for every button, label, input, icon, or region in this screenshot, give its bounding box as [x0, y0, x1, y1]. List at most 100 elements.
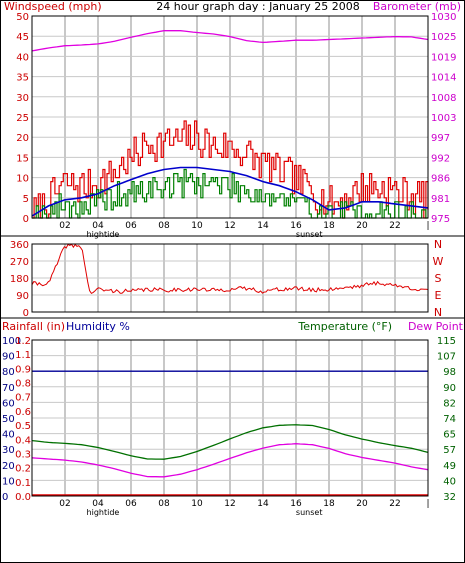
rainfall-tick-label: 0.9 [15, 364, 31, 375]
barometer-tick-label: 1014 [431, 73, 456, 84]
event-label: sunset [296, 230, 323, 239]
x-tick-label: 08 [158, 221, 170, 231]
humidity-tick-label: 50 [2, 414, 15, 425]
x-tick-label: 12 [224, 221, 235, 231]
windspeed-tick-label: 40 [16, 52, 29, 63]
direction-tick-label: 0 [23, 308, 29, 319]
x-tick-label: 22 [389, 499, 400, 509]
x-tick-label: 06 [125, 221, 137, 231]
humidity-tick-label: 80 [2, 367, 15, 378]
dewpoint-axis-title: Dew Point [408, 320, 464, 333]
windspeed-tick-label: 15 [16, 153, 29, 164]
rainfall-tick-label: 0.0 [15, 492, 31, 503]
compass-label: W [433, 255, 444, 268]
rainfall-tick-label: 0.2 [15, 464, 31, 475]
humidity-tick-label: 30 [2, 445, 15, 456]
windspeed-axis-title: Windspeed (mph) [4, 0, 102, 13]
rain-humidity-temperature-panel: 02 04 06 08 10 12 14 16 18 20 22 | hightide sunset 0 10… [2, 336, 456, 517]
humidity-tick-label: 60 [2, 398, 15, 409]
barometer-tick-label: 1030 [431, 12, 456, 23]
rainfall-tick-label: 0.3 [15, 449, 31, 460]
barometer-tick-label: 1019 [431, 52, 456, 63]
temperature-tick-label: 57 [443, 445, 456, 456]
wind-direction-series [31, 243, 429, 295]
temperature-axis-title: Temperature (°F) [297, 320, 392, 333]
temperature-tick-label: 98 [443, 367, 456, 378]
x-tick-label: 18 [323, 499, 335, 509]
compass-label: E [435, 289, 442, 302]
x-tick-label: 16 [290, 221, 302, 231]
compass-label: N [434, 306, 442, 319]
humidity-tick-label: 90 [2, 352, 15, 363]
windspeed-tick-label: 25 [16, 113, 29, 124]
wind-average-series [31, 166, 429, 217]
temperature-tick-label: 32 [443, 492, 456, 503]
barometer-tick-label: 981 [431, 194, 450, 205]
temperature-tick-label: 115 [437, 336, 456, 347]
windspeed-tick-label: 20 [16, 133, 29, 144]
wind-barometer-panel: 02 04 06 08 10 12 14 16 18 20 22 | hightide sunset 0 5 1… [16, 12, 456, 239]
rainfall-axis-title: Rainfall (in) [2, 320, 65, 333]
temperature-tick-label: 107 [437, 352, 456, 363]
barometer-tick-label: 1025 [431, 32, 456, 43]
x-tick-label: 08 [158, 499, 170, 509]
rainfall-tick-label: 0.8 [15, 379, 31, 390]
humidity-tick-label: 0 [2, 492, 8, 503]
x-tick-label-end: | [426, 499, 429, 509]
direction-tick-label: 360 [10, 240, 29, 251]
x-tick-label: 12 [224, 499, 235, 509]
barometer-axis-title: Barometer (mb) [373, 0, 461, 13]
rainfall-tick-label: 0.4 [15, 435, 31, 446]
direction-plot-border [31, 243, 429, 313]
x-tick-label: 14 [257, 221, 269, 231]
windspeed-tick-label: 30 [16, 93, 29, 104]
windspeed-tick-label: 0 [23, 214, 29, 225]
temperature-tick-label: 49 [443, 461, 456, 472]
x-tick-label: 02 [59, 499, 70, 509]
temperature-tick-label: 40 [443, 476, 456, 487]
direction-tick-label: 180 [10, 274, 29, 285]
windspeed-tick-label: 45 [16, 32, 29, 43]
x-tick-label: 20 [356, 221, 368, 231]
event-label: hightide [87, 508, 120, 517]
x-tick-label: 16 [290, 499, 302, 509]
barometer-tick-label: 986 [431, 174, 450, 185]
humidity-tick-label: 20 [2, 461, 15, 472]
windspeed-tick-label: 35 [16, 73, 29, 84]
rainfall-tick-label: 0.5 [15, 421, 31, 432]
climate-plot-border [31, 339, 429, 497]
barometer-tick-label: 997 [431, 133, 450, 144]
x-tick-label: 06 [125, 499, 137, 509]
x-tick-label: 04 [92, 221, 104, 231]
humidity-tick-label: 40 [2, 430, 15, 441]
compass-label: N [434, 238, 442, 251]
rainfall-tick-label: 0.7 [15, 393, 31, 404]
x-tick-label: 18 [323, 221, 335, 231]
event-label: hightide [87, 230, 120, 239]
barometer-series [31, 30, 429, 52]
windspeed-tick-label: 10 [16, 174, 29, 185]
x-tick-label: 10 [191, 221, 203, 231]
temperature-tick-label: 74 [443, 414, 456, 425]
direction-tick-label: 270 [10, 257, 29, 268]
humidity-tick-label: 70 [2, 383, 15, 394]
barometer-tick-label: 975 [431, 214, 450, 225]
dewpoint-series [31, 443, 429, 478]
humidity-tick-label: 100 [2, 336, 21, 347]
barometer-tick-label: 1003 [431, 113, 456, 124]
temperature-series [31, 424, 429, 460]
x-tick-label: 14 [257, 499, 269, 509]
temperature-tick-label: 82 [443, 398, 456, 409]
barometer-tick-label: 992 [431, 153, 450, 164]
chart-title: 24 hour graph day : January 25 2008 [156, 0, 360, 13]
barometer-tick-label: 1008 [431, 93, 456, 104]
x-tick-label-end: | [426, 221, 429, 231]
rainfall-tick-label: 1.1 [15, 350, 31, 361]
event-label: sunset [296, 508, 323, 517]
windspeed-tick-label: 50 [16, 12, 29, 23]
direction-tick-label: 90 [16, 291, 29, 302]
temperature-tick-label: 65 [443, 430, 456, 441]
compass-label: S [435, 272, 442, 285]
